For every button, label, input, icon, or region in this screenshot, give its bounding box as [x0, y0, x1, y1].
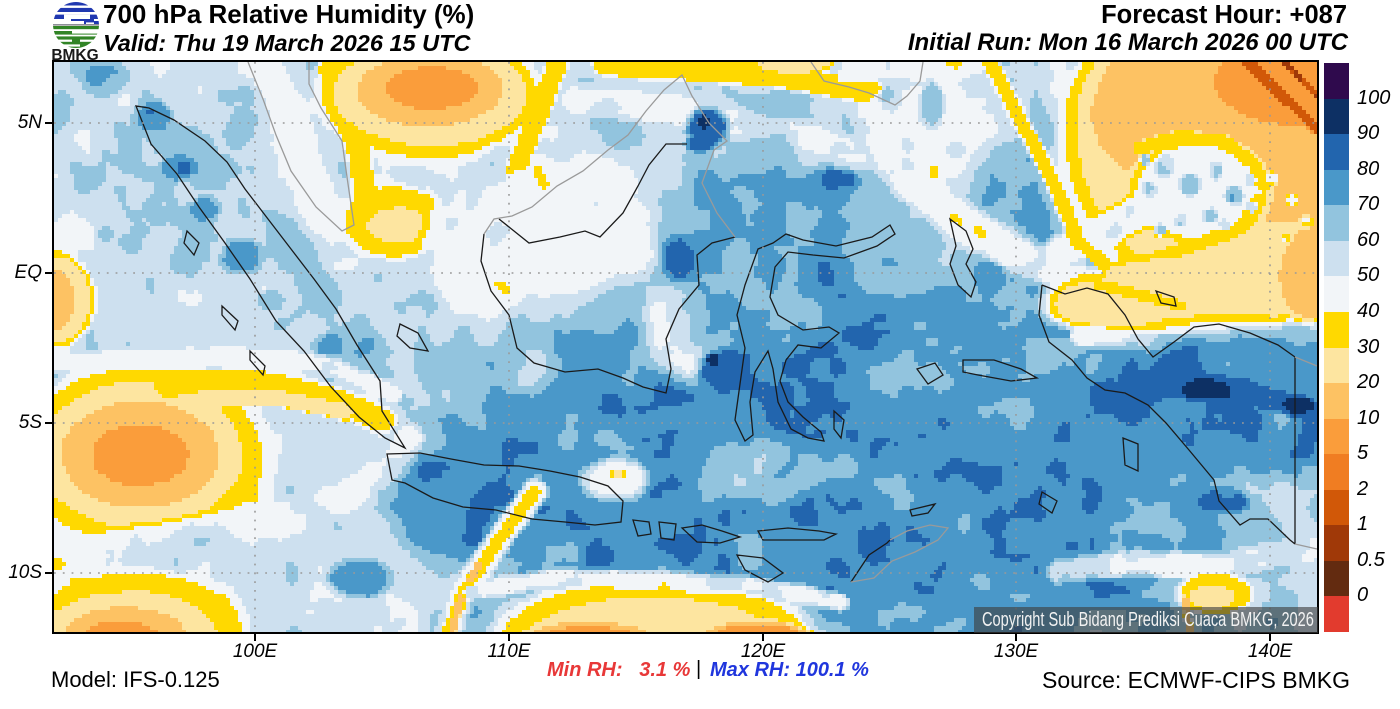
- svg-text:BMKG: BMKG: [51, 47, 98, 61]
